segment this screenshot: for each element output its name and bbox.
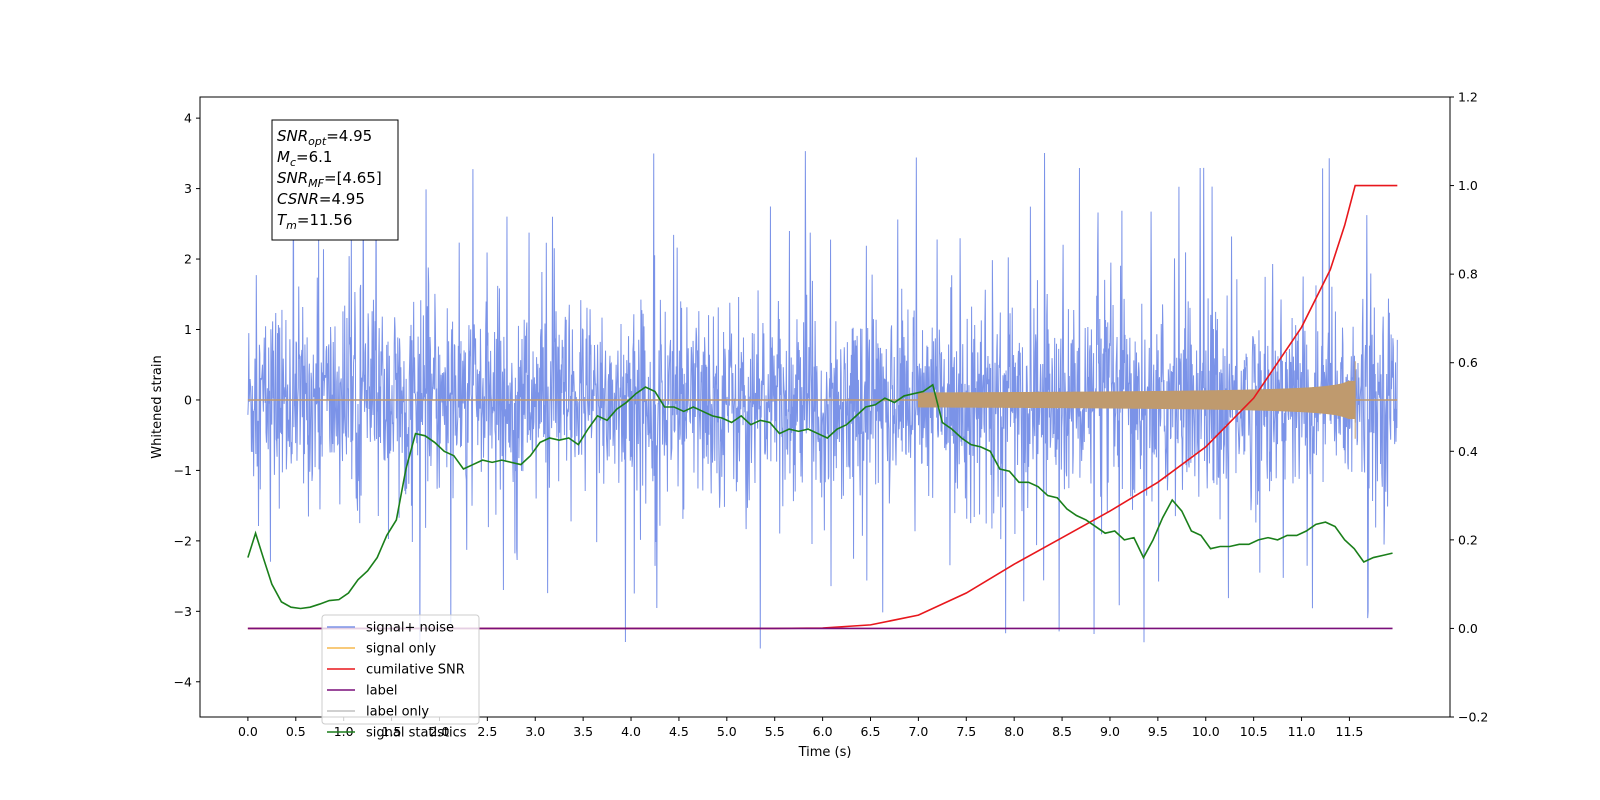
annotation-frame <box>271 119 399 241</box>
y-axis-left: 4 3 2 1 0 −1 −2 −3 −4 <box>174 111 200 689</box>
signal-only-layer <box>247 361 1398 439</box>
x-tick-label: 8.0 <box>1004 724 1024 739</box>
y-tick-label: 1 <box>184 322 192 337</box>
x-tick-label: 10.0 <box>1192 724 1220 739</box>
x-axis-label: Time (s) <box>798 745 852 760</box>
series-signal-noise-line <box>247 151 1398 649</box>
y-tick-label: 3 <box>184 181 192 196</box>
x-tick-label: 5.5 <box>765 724 785 739</box>
x-tick-label: 9.5 <box>1148 724 1168 739</box>
y-tick-label: −3 <box>174 604 192 619</box>
annotation-line: Mc=6.1 <box>277 148 332 169</box>
y-tick-label: −2 <box>174 533 192 548</box>
x-tick-label: 7.0 <box>908 724 928 739</box>
legend-frame <box>321 614 480 725</box>
x-tick-label: 3.0 <box>525 724 545 739</box>
y-axis-right: 1.2 1.0 0.8 0.6 0.4 0.2 0.0 −0.2 <box>1450 90 1488 725</box>
x-tick-label: 6.5 <box>861 724 881 739</box>
x-tick-label: 5.0 <box>717 724 737 739</box>
legend-entry: label only <box>366 705 429 720</box>
x-tick-label: 4.0 <box>621 724 641 739</box>
annotation-line: SNRMF=[4.65] <box>277 169 382 190</box>
annotation-line: Tm=11.56 <box>277 211 352 232</box>
x-tick-label: 4.5 <box>669 724 689 739</box>
y-axis-label: Whitened strain <box>150 355 165 458</box>
signal-noise-layer <box>247 151 1398 649</box>
legend-entry: cumilative SNR <box>366 663 465 678</box>
y-tick-label: −1 <box>174 463 192 478</box>
y-tick-label: 2 <box>184 252 192 267</box>
plot-frame <box>199 96 1451 718</box>
y2-tick-label: 0.2 <box>1458 532 1478 547</box>
y-tick-label: 0 <box>184 392 192 407</box>
y-tick-label: −4 <box>174 674 192 689</box>
y-tick-label: 4 <box>184 111 192 126</box>
x-tick-label: 11.5 <box>1336 724 1364 739</box>
y2-tick-label: 0.4 <box>1458 444 1478 459</box>
x-tick-label: 0.0 <box>238 724 258 739</box>
x-tick-label: 11.0 <box>1288 724 1316 739</box>
legend: signal+ noise signal only cumilative SNR la… <box>321 614 480 741</box>
x-tick-label: 1.5 <box>382 724 402 739</box>
annotation-line: CSNR=4.95 <box>277 190 365 208</box>
legend-entry: signal only <box>366 642 436 657</box>
y2-tick-label: 1.0 <box>1458 178 1478 193</box>
x-tick-label: 9.0 <box>1100 724 1120 739</box>
x-tick-label: 10.5 <box>1240 724 1268 739</box>
series-line-2 <box>247 184 1398 630</box>
legend-entry: signal+ noise <box>366 621 454 636</box>
y2-tick-label: 0.6 <box>1458 355 1478 370</box>
x-tick-label: 7.5 <box>956 724 976 739</box>
x-tick-label: 2.5 <box>477 724 497 739</box>
x-tick-label: 3.5 <box>573 724 593 739</box>
y2-tick-label: 0.0 <box>1458 621 1478 636</box>
y2-tick-label: 0.8 <box>1458 267 1478 282</box>
legend-entry: signal statistics <box>366 726 467 741</box>
x-tick-label: 6.0 <box>813 724 833 739</box>
series-line-5 <box>247 383 1393 610</box>
annotation-line: SNRopt=4.95 <box>277 127 372 148</box>
y2-tick-label: −0.2 <box>1458 710 1488 725</box>
x-tick-label: 0.5 <box>286 724 306 739</box>
x-tick-label: 2.0 <box>430 724 450 739</box>
x-tick-label: 8.5 <box>1052 724 1072 739</box>
legend-entry: label <box>366 684 397 699</box>
y2-tick-label: 1.2 <box>1458 90 1478 105</box>
